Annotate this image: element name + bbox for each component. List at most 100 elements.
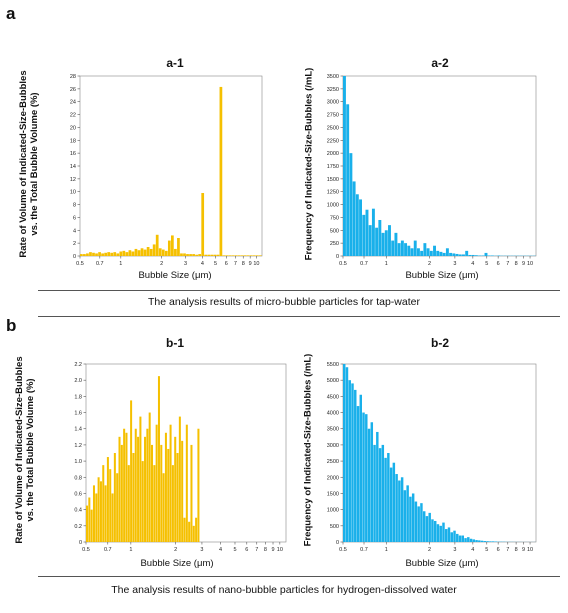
bar-b1-39: [176, 453, 179, 542]
ytick-label-b1-6: 1.2: [74, 443, 82, 449]
bar-a1-50: [231, 255, 235, 256]
bar-b1-28: [150, 444, 154, 542]
xtick-label-a2-2: 1: [385, 261, 388, 267]
xtick-label-b1-8: 7: [255, 547, 258, 553]
bar-a1-41: [204, 254, 208, 256]
ylabel-b1: Rate of Volume of Indicated-Size-Bubbles…: [14, 356, 36, 543]
caption-a: The analysis results of micro-bubble par…: [148, 296, 420, 308]
bar-b1-20: [132, 453, 135, 542]
bar-b2-28: [420, 503, 423, 542]
bar-a1-18: [134, 248, 138, 256]
bar-b2-52: [486, 541, 489, 542]
ytick-label-a2-1: 250: [330, 241, 339, 247]
bar-b1-17: [125, 432, 128, 542]
bar-b1-8: [104, 485, 107, 542]
bar-a1-39: [198, 254, 202, 256]
bar-b1-13: [116, 473, 119, 542]
bar-a2-15: [391, 240, 395, 256]
bar-a1-15: [125, 252, 129, 256]
ytick-label-b1-7: 1.4: [74, 427, 82, 433]
bar-a2-13: [384, 230, 388, 256]
bar-a1-14: [122, 250, 126, 256]
ytick-label-b1-1: 0.2: [74, 524, 82, 530]
bar-b2-43: [461, 535, 465, 542]
bar-a2-36: [458, 254, 462, 256]
bar-a2-46: [490, 255, 494, 256]
ytick-label-a2-13: 3250: [327, 87, 339, 93]
bar-a1-5: [95, 253, 98, 256]
bar-b2-16: [387, 453, 390, 542]
chart-title-a2: a-2: [431, 56, 449, 70]
bar-b2-39: [450, 532, 453, 542]
xtick-label-a2-6: 5: [485, 261, 488, 267]
bar-b1-7: [102, 465, 105, 542]
bar-b2-35: [439, 525, 442, 542]
ytick-label-a2-12: 3000: [327, 100, 339, 106]
bar-a2-5: [359, 199, 362, 256]
axes-frame-a1: [79, 75, 263, 257]
bar-a2-24: [420, 250, 424, 256]
bar-a2-45: [487, 255, 491, 256]
chart-title-b2: b-2: [431, 336, 449, 350]
bar-a1-8: [104, 252, 107, 256]
bar-a2-2: [349, 153, 353, 256]
bar-b2-8: [365, 414, 368, 542]
bar-b2-41: [456, 533, 459, 542]
bar-a2-12: [381, 232, 385, 256]
bar-a1-35: [186, 254, 189, 256]
ytick-label-a1-1: 2: [73, 241, 76, 247]
bar-b1-22: [137, 436, 140, 542]
bar-a1-13: [119, 251, 123, 256]
bar-b1-26: [146, 428, 149, 542]
plot-b1: 0 0.2 0.4 0.6 0.8 1.0 1.2 1.4 1.6 1.8 2.0 2.2 0.5 0.7…: [74, 362, 287, 553]
bar-a2-38: [465, 250, 469, 256]
xlabel-a2: Bubble Size (μm): [405, 270, 479, 281]
xtick-label-a1-5: 4: [201, 261, 204, 267]
xlabel-b1: Bubble Size (μm): [140, 558, 214, 569]
xtick-label-b2-3: 2: [428, 547, 431, 553]
bar-b2-45: [467, 537, 470, 542]
bar-a1-48: [225, 255, 229, 256]
ytick-label-a2-0: 0: [336, 254, 339, 260]
bar-b1-2: [90, 509, 93, 542]
xtick-label-a1-0: 0.5: [76, 261, 84, 267]
bar-a1-55: [246, 255, 250, 256]
bar-b1-25: [144, 436, 147, 542]
xtick-label-b2-10: 9: [522, 547, 525, 553]
bar-b1-14: [118, 436, 121, 542]
bar-a2-43: [481, 255, 485, 256]
ytick-label-a1-11: 22: [70, 113, 76, 119]
bar-b1-15: [120, 444, 123, 542]
bar-b1-5: [97, 477, 100, 542]
bar-b2-3: [351, 383, 354, 542]
ytick-label-b1-8: 1.6: [74, 411, 82, 417]
xtick-label-a2-3: 2: [428, 261, 431, 267]
xtick-label-b2-6: 5: [485, 547, 488, 553]
bar-a1-45: [216, 254, 220, 256]
bar-b2-13: [378, 448, 382, 542]
ytick-label-b1-2: 0.4: [74, 508, 82, 514]
bar-a2-23: [416, 248, 420, 256]
bar-b1-21: [134, 428, 137, 542]
bar-a1-11: [113, 252, 117, 256]
xtick-label-a2-11: 10: [527, 261, 533, 267]
bar-b1-44: [188, 521, 191, 542]
bar-a1-57: [252, 255, 256, 256]
bar-a1-33: [180, 253, 183, 256]
xtick-label-b2-8: 7: [506, 547, 509, 553]
bar-a2-6: [362, 214, 366, 256]
xtick-label-b2-9: 8: [515, 547, 518, 553]
bar-a2-29: [436, 250, 440, 256]
bar-b1-6: [99, 481, 102, 542]
ytick-label-a2-14: 3500: [327, 74, 339, 80]
bar-a1-21: [143, 249, 147, 256]
ytick-label-a2-5: 1250: [327, 190, 339, 196]
bar-b2-40: [453, 530, 456, 542]
bar-b1-4: [95, 493, 98, 542]
bar-a2-1: [346, 104, 350, 257]
bar-a2-35: [455, 253, 459, 256]
ytick-label-a1-7: 14: [70, 164, 76, 170]
bar-b2-48: [475, 540, 478, 542]
bar-a2-25: [423, 243, 427, 256]
